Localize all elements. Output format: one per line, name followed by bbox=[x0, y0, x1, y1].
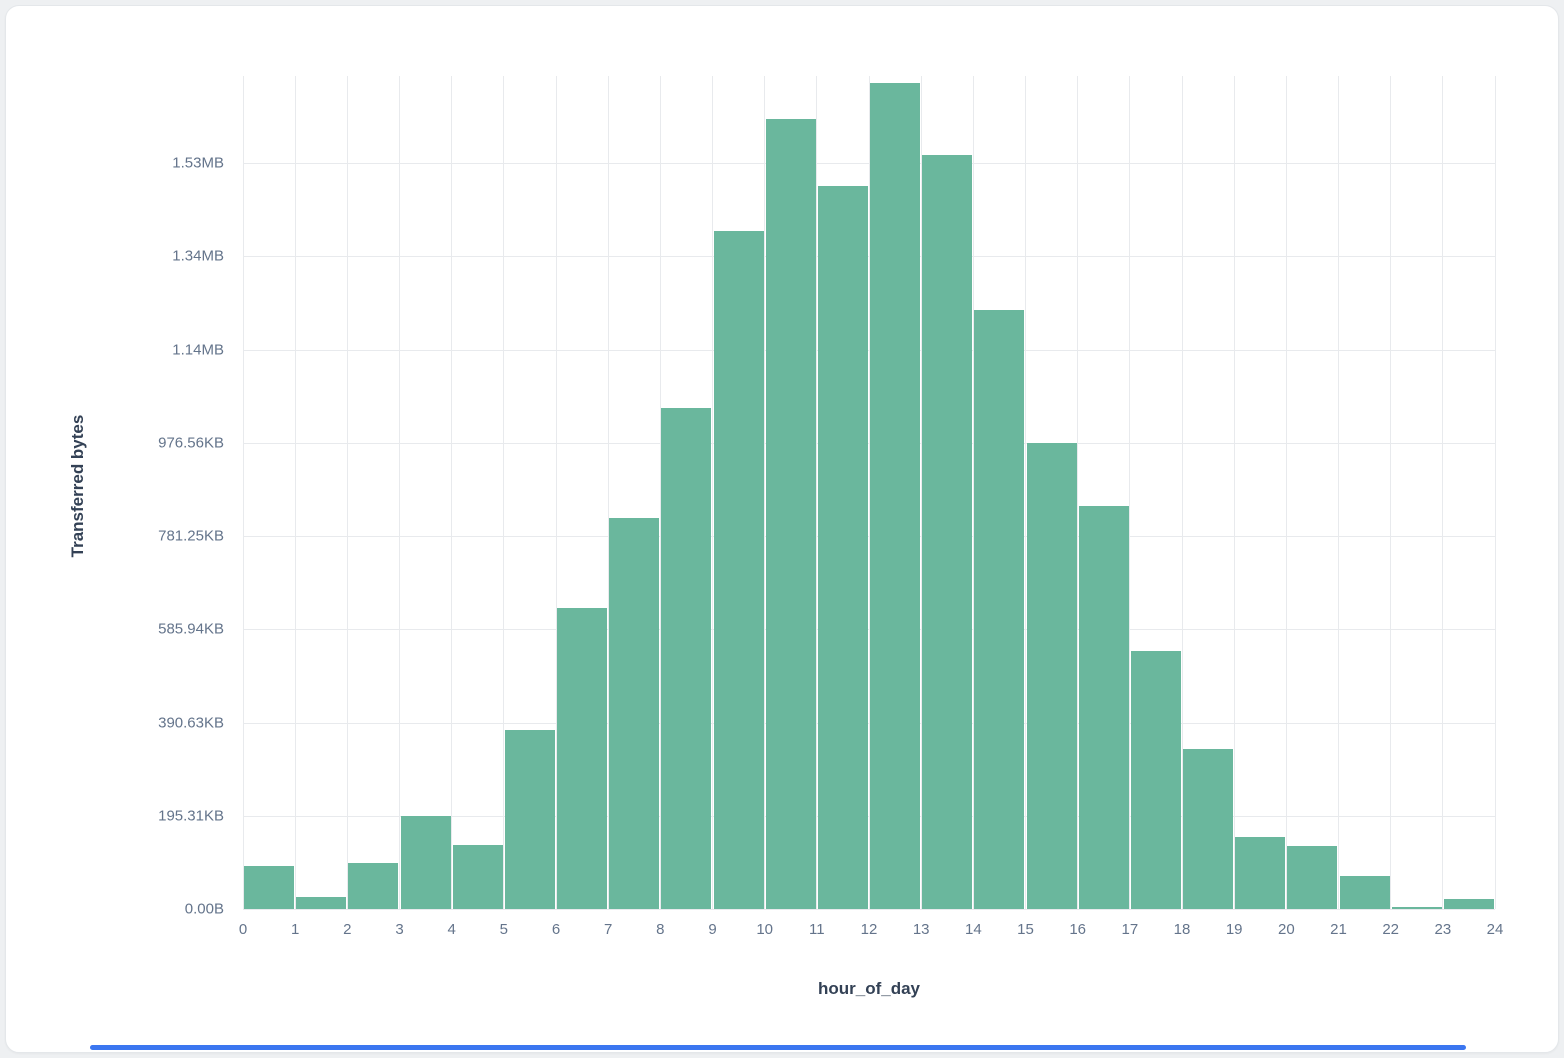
bar-hour-10-11[interactable] bbox=[765, 118, 816, 909]
v-gridline bbox=[1285, 76, 1287, 909]
x-tick-label: 12 bbox=[860, 921, 878, 938]
bar-hour-4-5[interactable] bbox=[452, 844, 503, 909]
x-axis-labels: 0 1 2 3 4 5 6 7 8 9 10 11 12 13 14 15 16 17 18 19 20 21 22 23 24 bbox=[239, 921, 1504, 945]
v-gridline bbox=[1338, 76, 1339, 909]
bar-hour-16-17[interactable] bbox=[1078, 505, 1129, 909]
bar-hour-15-16[interactable] bbox=[1026, 443, 1077, 909]
x-tick-label: 2 bbox=[343, 921, 352, 938]
v-gridline bbox=[712, 76, 713, 909]
x-tick-label: 8 bbox=[656, 921, 665, 938]
y-tick-label: 390.63KB bbox=[158, 714, 224, 732]
bar-hour-0-1[interactable] bbox=[244, 866, 295, 909]
v-gridline bbox=[607, 76, 609, 909]
v-gridline bbox=[1025, 76, 1026, 909]
bar-hour-7-8[interactable] bbox=[609, 517, 660, 909]
v-gridline bbox=[764, 76, 766, 909]
y-tick-label: 0.00B bbox=[184, 900, 224, 918]
bar-hour-17-18[interactable] bbox=[1130, 651, 1181, 909]
y-tick-label: 1.34MB bbox=[172, 247, 224, 265]
bar-hour-9-10[interactable] bbox=[713, 231, 764, 909]
y-tick-label: 781.25KB bbox=[158, 527, 224, 545]
y-tick-label: 195.31KB bbox=[158, 807, 224, 825]
v-gridline bbox=[868, 76, 870, 909]
y-axis-title: Transferred bytes bbox=[68, 414, 87, 558]
bar-hour-13-14[interactable] bbox=[922, 154, 973, 909]
x-tick-label: 15 bbox=[1017, 921, 1034, 938]
v-gridline bbox=[1181, 76, 1183, 909]
x-tick-label: 23 bbox=[1434, 921, 1452, 938]
x-tick-label: 5 bbox=[499, 921, 508, 938]
y-tick-label: 1.53MB bbox=[172, 154, 224, 172]
bar-hour-8-9[interactable] bbox=[661, 407, 712, 909]
v-gridline bbox=[1077, 76, 1079, 909]
y-tick-label: 585.94KB bbox=[158, 620, 224, 638]
v-gridline bbox=[920, 76, 922, 909]
bar-hour-11-12[interactable] bbox=[817, 185, 868, 909]
bar-hour-14-15[interactable] bbox=[974, 309, 1025, 909]
bar-hour-23-24[interactable] bbox=[1443, 898, 1494, 909]
y-tick-label: 1.14MB bbox=[172, 341, 224, 359]
x-tick-label: 22 bbox=[1382, 921, 1399, 938]
x-tick-label: 1 bbox=[290, 921, 300, 938]
horizontal-scrollbar-thumb[interactable] bbox=[90, 1045, 1466, 1050]
x-tick-label: 10 bbox=[756, 921, 773, 938]
v-gridline bbox=[816, 76, 818, 909]
bar-hour-1-2[interactable] bbox=[296, 897, 347, 909]
h-gridline bbox=[243, 909, 1495, 910]
v-gridline bbox=[1233, 76, 1235, 909]
v-gridline bbox=[659, 76, 661, 909]
v-gridline bbox=[1129, 76, 1131, 909]
v-gridline bbox=[972, 76, 974, 909]
v-gridline bbox=[399, 76, 400, 909]
bar-hour-2-3[interactable] bbox=[348, 862, 399, 909]
x-tick-label: 14 bbox=[964, 921, 982, 938]
bar-hour-6-7[interactable] bbox=[557, 608, 608, 909]
v-gridline bbox=[451, 76, 453, 909]
x-tick-label: 0 bbox=[238, 921, 248, 938]
bar-hour-3-4[interactable] bbox=[400, 815, 451, 909]
y-tick-label: 976.56KB bbox=[158, 434, 224, 452]
bar-hour-18-19[interactable] bbox=[1183, 749, 1234, 909]
v-gridline bbox=[555, 76, 557, 909]
v-gridline bbox=[1390, 76, 1392, 909]
x-tick-label: 13 bbox=[912, 921, 930, 938]
x-tick-label: 24 bbox=[1486, 921, 1504, 938]
chart-card: 0.00B 195.31KB 390.63KB 585.94KB 781.25KB 976… bbox=[5, 5, 1559, 1053]
x-tick-label: 16 bbox=[1069, 921, 1086, 938]
v-gridline bbox=[1442, 76, 1444, 909]
x-axis-title: hour_of_day bbox=[817, 979, 921, 998]
bar-hour-12-13[interactable] bbox=[870, 83, 921, 909]
x-tick-label: 17 bbox=[1121, 921, 1139, 938]
x-tick-label: 3 bbox=[395, 921, 404, 938]
v-gridline bbox=[346, 76, 348, 909]
bar-hour-21-22[interactable] bbox=[1339, 875, 1390, 909]
plot-area bbox=[242, 76, 1496, 910]
v-gridline bbox=[242, 76, 244, 909]
bar-hour-19-20[interactable] bbox=[1235, 837, 1286, 909]
bar-hour-20-21[interactable] bbox=[1287, 846, 1338, 909]
y-axis-labels: 0.00B 195.31KB 390.63KB 585.94KB 781.25KB 976… bbox=[6, 76, 224, 918]
v-gridline bbox=[1494, 76, 1496, 909]
x-tick-label: 6 bbox=[551, 921, 561, 938]
bar-hour-22-23[interactable] bbox=[1391, 907, 1442, 909]
x-tick-label: 11 bbox=[809, 921, 825, 938]
x-tick-label: 19 bbox=[1225, 921, 1243, 938]
bar-hour-5-6[interactable] bbox=[504, 730, 555, 909]
x-tick-label: 21 bbox=[1330, 921, 1347, 938]
x-tick-label: 7 bbox=[603, 921, 613, 938]
v-gridline bbox=[294, 76, 296, 909]
v-gridline bbox=[503, 76, 505, 909]
x-tick-label: 18 bbox=[1173, 921, 1191, 938]
x-tick-label: 20 bbox=[1277, 921, 1295, 938]
x-tick-label: 9 bbox=[708, 921, 717, 938]
x-tick-label: 4 bbox=[447, 921, 456, 938]
